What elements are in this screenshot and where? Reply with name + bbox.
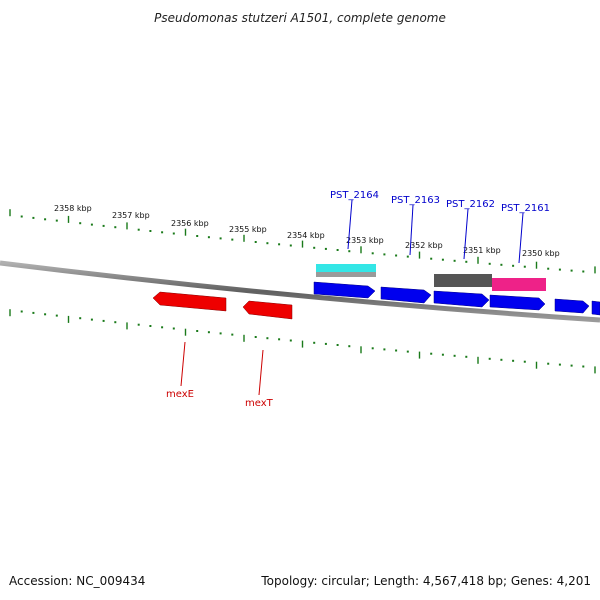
gene-label-pst-2162[interactable]: PST_2162 xyxy=(446,199,495,210)
gene-label-pst-2163[interactable]: PST_2163 xyxy=(391,195,440,206)
feature-bar-pink xyxy=(492,278,546,291)
scale-label-2350: 2350 kbp xyxy=(522,249,560,258)
forward-genes xyxy=(313,281,600,316)
scale-label-2354: 2354 kbp xyxy=(287,231,325,240)
reverse-genes xyxy=(152,291,293,320)
gene-arrow-next-2[interactable] xyxy=(591,300,600,316)
gene-label-pst-2161[interactable]: PST_2161 xyxy=(501,203,550,214)
gene-arrow-mexe[interactable] xyxy=(152,291,227,312)
scale-label-2352: 2352 kbp xyxy=(405,241,443,250)
gene-label-mext[interactable]: mexT xyxy=(245,398,274,409)
upper-tick-ruler xyxy=(9,209,596,274)
scale-label-2353: 2353 kbp xyxy=(346,236,384,245)
leader-mext xyxy=(258,349,264,396)
genome-backbone xyxy=(0,260,600,323)
gene-arrow-pst-2164[interactable] xyxy=(313,281,376,299)
lower-tick-ruler xyxy=(9,309,596,374)
leader-pst-2164 xyxy=(347,199,353,250)
gene-labels: PST_2164 PST_2163 PST_2162 PST_2161 mexE… xyxy=(166,190,550,409)
scale-label-2351: 2351 kbp xyxy=(463,246,501,255)
feature-bar-darkgray xyxy=(434,274,492,287)
gene-label-pst-2164[interactable]: PST_2164 xyxy=(330,190,379,201)
gene-arrow-mext[interactable] xyxy=(242,300,293,320)
leader-pst-2163 xyxy=(409,204,414,256)
map-title: Pseudomonas stutzeri A1501, complete gen… xyxy=(154,11,446,25)
leader-pst-2162 xyxy=(463,208,469,260)
gene-arrow-pst-2162[interactable] xyxy=(433,290,490,308)
leader-pst-2161 xyxy=(518,212,524,264)
gene-arrow-next-1[interactable] xyxy=(554,298,590,314)
feature-annotations xyxy=(316,264,546,291)
genome-summary: Topology: circular; Length: 4,567,418 bp… xyxy=(261,574,591,588)
label-leaders xyxy=(180,199,524,396)
gene-arrow-pst-2161[interactable] xyxy=(489,294,546,311)
scale-labels: 2358 kbp 2357 kbp 2356 kbp 2355 kbp 2354… xyxy=(54,204,560,258)
leader-mexe xyxy=(180,341,186,387)
feature-bar-cyan-gray xyxy=(316,272,376,277)
accession-label: Accession: NC_009434 xyxy=(9,574,146,588)
scale-label-2358: 2358 kbp xyxy=(54,204,92,213)
gene-label-mexe[interactable]: mexE xyxy=(166,389,194,400)
scale-label-2357: 2357 kbp xyxy=(112,211,150,220)
scale-label-2356: 2356 kbp xyxy=(171,219,209,228)
gene-arrow-pst-2163[interactable] xyxy=(380,286,432,304)
feature-bar-cyan xyxy=(316,264,376,272)
scale-label-2355: 2355 kbp xyxy=(229,225,267,234)
